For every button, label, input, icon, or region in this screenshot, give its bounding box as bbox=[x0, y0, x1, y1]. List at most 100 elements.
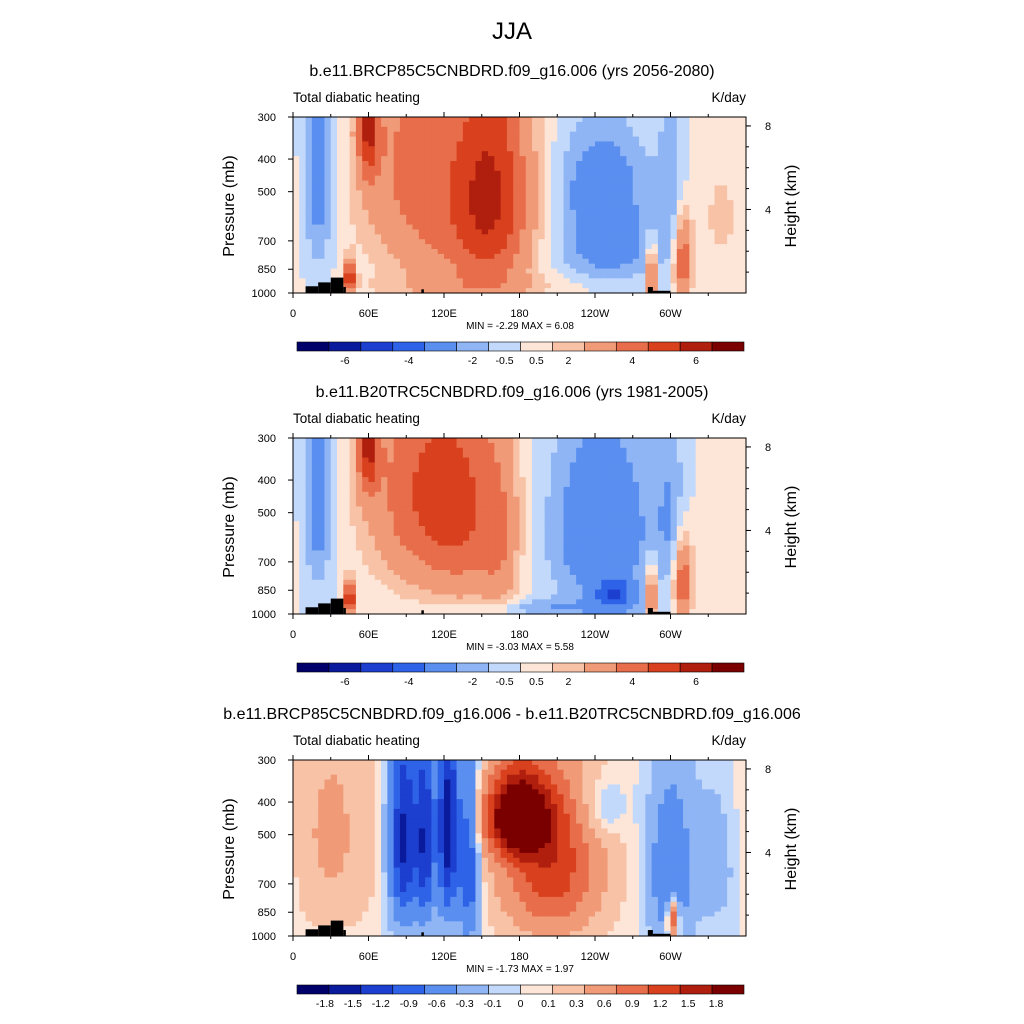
field-cell bbox=[475, 570, 483, 576]
field-cell bbox=[664, 156, 672, 162]
field-cell bbox=[506, 516, 514, 522]
field-cell bbox=[437, 219, 445, 226]
field-cell bbox=[362, 555, 370, 561]
field-cell bbox=[500, 239, 508, 245]
field-cell bbox=[488, 249, 495, 255]
field-cell bbox=[695, 146, 703, 152]
field-cell bbox=[582, 141, 590, 147]
field-cell bbox=[563, 599, 571, 605]
field-cell bbox=[588, 165, 596, 172]
field-cell bbox=[626, 117, 634, 123]
field-cell bbox=[664, 530, 672, 537]
field-cell bbox=[639, 467, 646, 473]
field-cell bbox=[393, 594, 401, 600]
field-cell bbox=[544, 273, 552, 279]
field-cell bbox=[469, 496, 477, 503]
field-cell bbox=[299, 200, 307, 206]
field-cell bbox=[349, 511, 357, 517]
field-cell bbox=[538, 146, 546, 152]
field-cell bbox=[481, 209, 489, 216]
field-cell bbox=[387, 239, 395, 245]
field-cell bbox=[563, 258, 571, 265]
field-cell bbox=[538, 224, 546, 231]
field-cell bbox=[651, 545, 659, 552]
field-cell bbox=[557, 604, 565, 610]
field-cell bbox=[381, 253, 388, 260]
field-cell bbox=[569, 268, 577, 275]
field-cell bbox=[374, 579, 382, 586]
field-cell bbox=[532, 249, 539, 255]
field-cell bbox=[412, 442, 420, 449]
field-cell bbox=[368, 584, 376, 591]
field-cell bbox=[431, 180, 439, 187]
field-cell bbox=[431, 268, 439, 275]
field-cell bbox=[299, 574, 307, 581]
field-cell bbox=[525, 131, 533, 138]
field-cell bbox=[299, 467, 307, 473]
field-cell bbox=[607, 180, 615, 187]
field-cell bbox=[676, 472, 684, 478]
field-cell bbox=[683, 570, 690, 576]
field-cell bbox=[695, 200, 703, 206]
field-cell bbox=[462, 545, 470, 552]
field-cell bbox=[739, 121, 747, 128]
field-cell bbox=[544, 462, 552, 468]
field-cell bbox=[620, 447, 628, 454]
field-cell bbox=[318, 565, 326, 571]
field-cell bbox=[393, 229, 401, 235]
field-cell bbox=[368, 486, 376, 493]
x-tick-label: 0 bbox=[290, 308, 296, 320]
field-cell bbox=[607, 146, 615, 152]
field-cell bbox=[311, 273, 319, 279]
field-cell bbox=[425, 195, 433, 201]
field-cell bbox=[399, 263, 407, 270]
field-cell bbox=[481, 526, 489, 532]
field-cell bbox=[343, 579, 351, 586]
field-cell bbox=[683, 219, 690, 226]
field-cell bbox=[481, 550, 489, 556]
field-cell bbox=[506, 268, 514, 275]
field-cell bbox=[626, 526, 634, 532]
field-cell bbox=[456, 195, 464, 201]
field-cell bbox=[620, 491, 628, 498]
field-cell bbox=[664, 472, 672, 478]
field-cell bbox=[626, 472, 634, 478]
field-cell bbox=[595, 205, 602, 211]
field-cell bbox=[500, 579, 508, 586]
field-cell bbox=[676, 136, 684, 143]
field-cell bbox=[607, 594, 615, 600]
field-cell bbox=[362, 530, 370, 537]
field-cell bbox=[513, 117, 521, 123]
field-cell bbox=[343, 447, 351, 454]
field-cell bbox=[576, 438, 584, 444]
field-cell bbox=[437, 288, 445, 294]
field-cell bbox=[337, 209, 344, 216]
field-cell bbox=[450, 579, 458, 586]
field-cell bbox=[362, 565, 370, 571]
field-cell bbox=[305, 253, 313, 260]
field-cell bbox=[657, 535, 665, 542]
field-cell bbox=[601, 170, 609, 177]
field-cell bbox=[645, 121, 653, 128]
field-cell bbox=[456, 486, 464, 493]
field-cell bbox=[437, 146, 445, 152]
field-cell bbox=[607, 151, 615, 157]
field-cell bbox=[399, 555, 407, 561]
field-cell bbox=[657, 540, 665, 547]
field-cell bbox=[293, 249, 300, 255]
field-cell bbox=[582, 501, 590, 508]
field-cell bbox=[676, 609, 684, 615]
field-cell bbox=[595, 273, 602, 279]
field-cell bbox=[305, 170, 313, 177]
field-cell bbox=[676, 117, 684, 123]
field-cell bbox=[601, 516, 609, 522]
field-cell bbox=[462, 491, 470, 498]
field-cell bbox=[727, 263, 735, 270]
field-cell bbox=[488, 482, 495, 488]
field-cell bbox=[739, 249, 747, 255]
field-cell bbox=[494, 570, 502, 576]
field-cell bbox=[538, 156, 546, 162]
field-cell bbox=[431, 589, 439, 596]
field-cell bbox=[607, 165, 615, 172]
field-cell bbox=[488, 447, 495, 454]
